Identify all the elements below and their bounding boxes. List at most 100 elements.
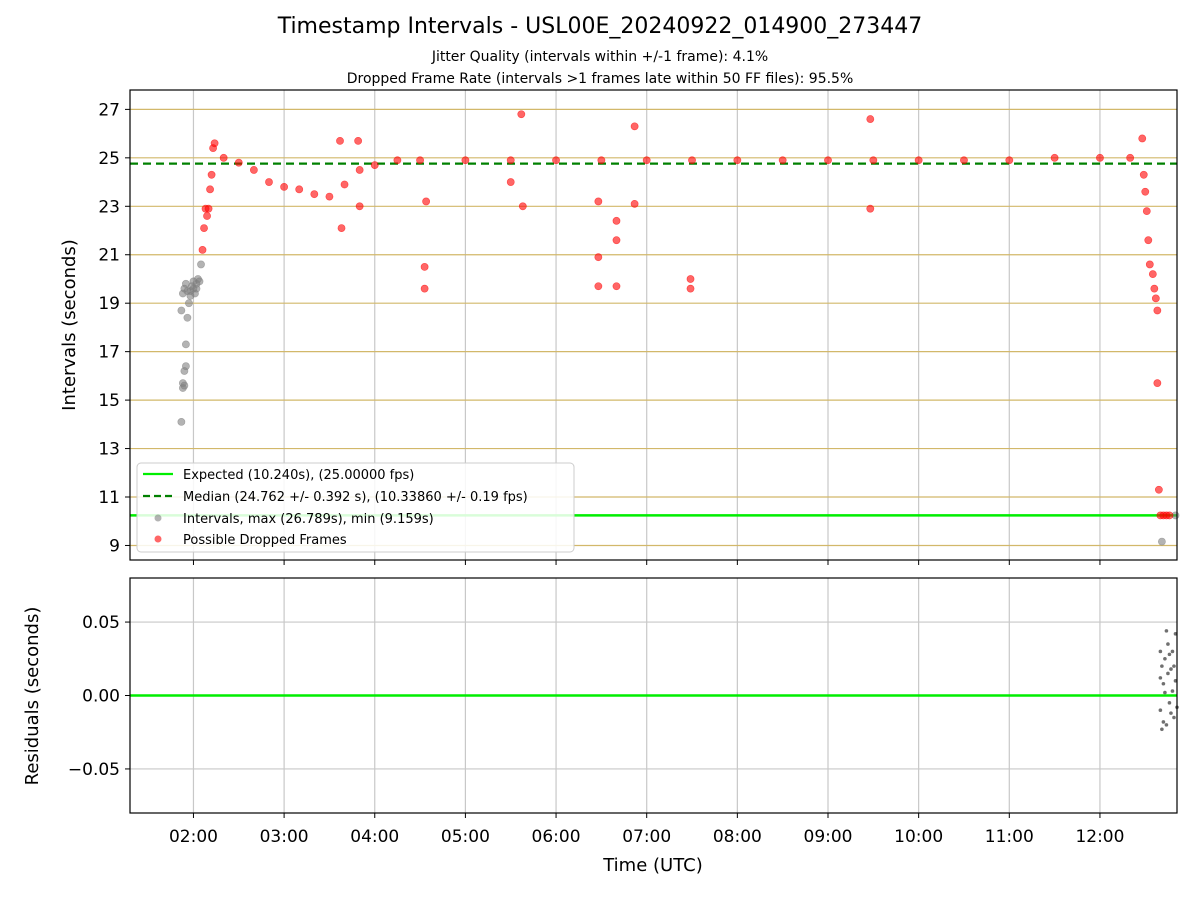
dropped-frame-point <box>1126 153 1135 162</box>
residual-point <box>1164 629 1169 633</box>
intervals-y-tick-label: 19 <box>98 294 120 314</box>
dropped-frame-point <box>1141 187 1150 196</box>
dropped-frame-point <box>1142 207 1151 216</box>
dropped-frame-point <box>517 110 526 119</box>
x-tick-label: 06:00 <box>532 827 581 847</box>
residuals-y-axis-label: Residuals (seconds) <box>22 607 43 786</box>
residual-point <box>1166 671 1170 676</box>
residual-point <box>1161 720 1166 724</box>
intervals-y-tick-label: 25 <box>98 149 120 169</box>
dropped-frame-point <box>594 282 603 291</box>
x-tick-label: 09:00 <box>804 827 853 847</box>
legend-median-label: Median (24.762 +/- 0.392 s), (10.33860 +… <box>183 490 528 505</box>
residual-point <box>1160 727 1164 732</box>
residual-point <box>1170 649 1175 654</box>
dropped-frame-point <box>265 178 273 186</box>
interval-point <box>183 313 192 322</box>
legend-dropped-swatch <box>154 535 162 543</box>
dropped-frame-point <box>630 199 639 208</box>
intervals-y-tick-label: 9 <box>109 536 120 556</box>
dropped-frame-point <box>198 245 207 254</box>
dropped-frame-point <box>866 204 875 213</box>
x-tick-label: 11:00 <box>985 827 1034 847</box>
residual-point <box>1158 708 1163 712</box>
dropped-frame-point <box>249 166 258 174</box>
residual-point <box>1161 681 1166 686</box>
residual-point <box>1160 664 1164 668</box>
legend-intervals-label: Intervals, max (26.789s), min (9.159s) <box>183 512 434 527</box>
x-tick-label: 04:00 <box>350 827 399 847</box>
dropped-frame-point <box>1145 260 1154 269</box>
dropped-frame-point <box>1153 379 1162 388</box>
dropped-frame-point <box>207 170 216 179</box>
interval-point <box>182 340 190 349</box>
dropped-frame-point <box>295 185 304 194</box>
residual-point <box>1170 689 1175 693</box>
interval-point <box>192 284 201 293</box>
dropped-frame-point <box>866 115 875 123</box>
residual-point <box>1173 632 1178 636</box>
dropped-frame-point <box>422 197 431 206</box>
intervals-y-tick-label: 11 <box>98 488 120 508</box>
dropped-frame-point <box>219 153 228 162</box>
dropped-frame-point <box>206 185 214 194</box>
dropped-frame-point <box>203 212 211 220</box>
dropped-frame-point <box>280 183 289 191</box>
intervals-y-tick-label: 13 <box>98 440 120 460</box>
dropped-frame-point <box>200 224 208 232</box>
residuals-y-ticks: 0.05 0.00 −0.05 <box>68 613 130 780</box>
interval-point <box>177 418 186 426</box>
chart-subtitle-jitter: Jitter Quality (intervals within +/-1 fr… <box>431 49 769 65</box>
dropped-frame-point <box>506 178 515 186</box>
dropped-frame-point <box>204 204 213 213</box>
dropped-frame-point <box>630 122 639 131</box>
dropped-frame-point <box>354 136 363 145</box>
dropped-frame-point <box>1096 153 1104 162</box>
dropped-frame-point <box>325 192 334 201</box>
x-tick-label: 12:00 <box>1075 827 1124 847</box>
dropped-frame-point <box>733 156 742 165</box>
residual-point <box>1158 676 1163 680</box>
residuals-y-tick-label: 0.05 <box>82 613 120 633</box>
intervals-y-axis-label: Intervals (seconds) <box>59 239 80 411</box>
residual-point <box>1172 715 1176 720</box>
intervals-y-tick-label: 27 <box>98 100 120 120</box>
residuals-y-tick-label: −0.05 <box>68 760 120 780</box>
intervals-y-tick-label: 15 <box>98 391 120 411</box>
dropped-frame-point <box>778 156 787 165</box>
residual-point <box>1164 723 1169 727</box>
dropped-frame-point <box>1050 153 1059 162</box>
dropped-frame-point <box>686 284 695 293</box>
interval-point <box>177 306 186 315</box>
dropped-frame-point <box>336 136 344 145</box>
residual-point <box>1172 664 1176 668</box>
residual-point <box>1169 711 1173 715</box>
x-tick-label: 10:00 <box>894 827 943 847</box>
intervals-x-ticks <box>192 560 1101 565</box>
dropped-frame-point <box>461 156 470 165</box>
dropped-frame-point <box>686 275 695 283</box>
dropped-frame-point <box>612 282 621 291</box>
residual-point <box>1166 642 1170 646</box>
x-axis-label: Time (UTC) <box>602 855 703 876</box>
legend-expected-label: Expected (10.240s), (25.00000 fps) <box>183 468 414 483</box>
x-tick-label: 08:00 <box>713 827 762 847</box>
dropped-frame-point <box>594 197 603 206</box>
dropped-frame-point <box>310 190 319 199</box>
dropped-frame-point <box>552 156 560 165</box>
interval-point <box>1157 537 1166 546</box>
intervals-plot-frame <box>129 89 1178 561</box>
dropped-frame-point <box>597 156 606 165</box>
x-tick-label: 03:00 <box>260 827 309 847</box>
residual-point <box>1167 652 1172 657</box>
dropped-frame-point <box>1144 236 1153 245</box>
legend: Expected (10.240s), (25.00000 fps) Media… <box>136 462 575 553</box>
dropped-frame-point <box>420 262 429 271</box>
dropped-frame-point <box>612 236 621 245</box>
dropped-frame-point <box>960 156 968 165</box>
dropped-frame-point <box>612 216 621 225</box>
dropped-frame-point <box>914 156 923 165</box>
dropped-frame-point <box>355 202 364 211</box>
dropped-frame-point <box>1154 485 1163 494</box>
